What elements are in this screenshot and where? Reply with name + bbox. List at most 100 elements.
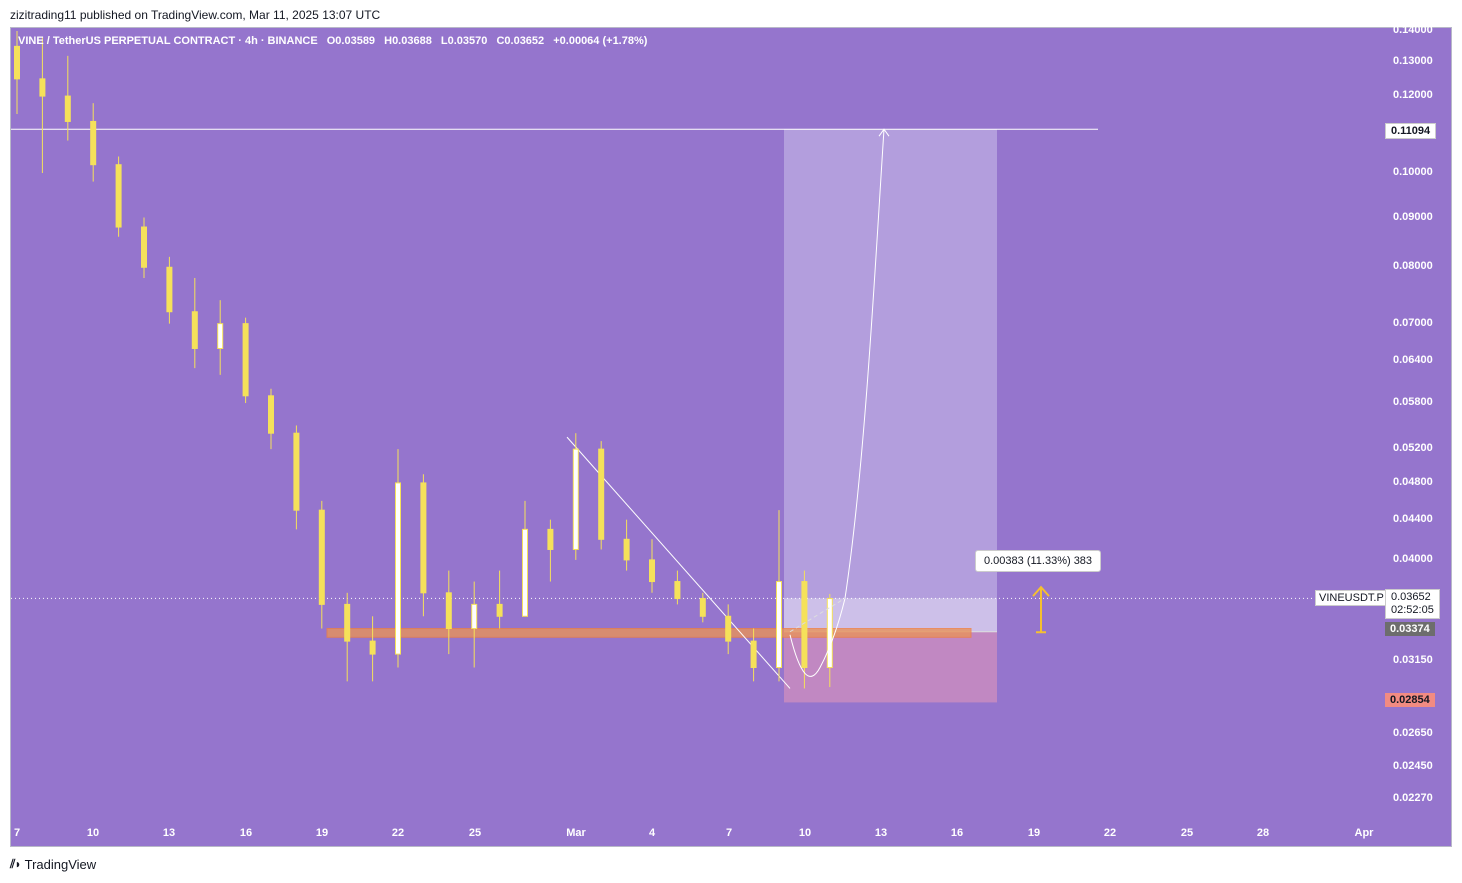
candle-body [395,482,401,655]
legend-high: H0.03688 [384,35,432,47]
candle-body [547,528,554,550]
price-tick-label: 0.02270 [1393,792,1433,805]
plot-area[interactable] [11,28,1381,822]
time-tick-label: Apr [1354,827,1374,839]
stop-zone [784,631,997,703]
target-zone [784,129,997,632]
time-tick-label: 7 [725,827,733,839]
time-tick-label: 22 [1103,827,1117,839]
entry-price-tag: 0.03374 [1385,622,1435,636]
candle-body [141,226,147,268]
legend-symbol[interactable]: VINE / TetherUS PERPETUAL CONTRACT · 4h … [18,35,318,47]
candle-body [725,615,732,642]
time-tick-label: 28 [1256,827,1270,839]
legend-close: C0.03652 [496,35,545,47]
candle-body [801,581,808,669]
time-tick-label: 16 [239,827,253,839]
time-tick-label: 10 [86,827,100,839]
last-price-tag: 0.03652 02:52:05 [1385,589,1440,619]
candle-body [242,323,249,397]
time-tick-label: 10 [798,827,812,839]
time-tick-label: 13 [874,827,888,839]
legend-open: O0.03589 [326,35,376,47]
candle-body [217,323,224,349]
publish-info: zizitrading11 published on TradingView.c… [10,8,381,22]
price-tick-label: 0.04400 [1393,512,1433,525]
candle-body [115,164,122,228]
price-tick-label: 0.10000 [1393,166,1433,179]
candle-body [318,509,325,605]
candle-body [471,603,478,630]
stop-price-tag: 0.02854 [1385,693,1435,707]
candle-body [445,592,452,630]
symbol-legend: VINE / TetherUS PERPETUAL CONTRACT · 4h … [18,35,653,47]
candle-body [750,640,757,669]
projection-arrow-icon [878,128,890,137]
target-price-tag: 0.11094 [1385,123,1437,139]
price-tick-label: 0.03150 [1393,653,1433,666]
candle-body [90,120,97,166]
legend-low: L0.03570 [440,35,488,47]
time-tick-label: Mar [566,827,586,839]
tradingview-logo-icon: ⫽◗ [10,857,22,871]
time-tick-label: 22 [391,827,405,839]
candle-body [14,45,20,80]
candle-body [649,559,655,583]
candle-body [826,598,833,669]
measure-dashed-line [789,597,846,633]
price-tick-label: 0.05200 [1393,442,1433,455]
footer-brand[interactable]: TradingView [24,857,97,872]
time-tick-label: 19 [1027,827,1041,839]
price-tick-label: 0.04800 [1393,475,1433,488]
chart-frame [10,27,1452,847]
price-tick-label: 0.09000 [1393,210,1433,223]
time-tick-label: 25 [1180,827,1194,839]
support-zone [326,628,972,638]
price-tick-label: 0.12000 [1393,89,1433,102]
candle-body [598,448,605,540]
price-tick-label: 0.08000 [1393,260,1433,273]
price-axis[interactable] [1381,28,1451,822]
current-gain-zone [784,598,997,632]
price-tick-label: 0.02650 [1393,726,1433,739]
candle-body [369,640,376,655]
legend-change: +0.00064 (+1.78%) [553,35,648,47]
time-tick-label: 25 [468,827,482,839]
price-tick-label: 0.14000 [1393,24,1433,36]
candle-body [39,78,46,97]
time-tick-label: 19 [315,827,329,839]
candle-body [572,448,579,550]
candle-body [293,432,300,511]
up-arrow-head-icon [1032,585,1050,597]
time-tick-label: 13 [162,827,176,839]
candle-body [623,538,630,561]
bar-countdown: 02:52:05 [1391,604,1434,616]
price-tick-label: 0.05800 [1393,396,1433,409]
candle-body [191,311,198,349]
candle-body [268,395,274,434]
time-tick-label: 4 [648,827,656,839]
price-tick-label: 0.02450 [1393,759,1433,772]
price-tick-label: 0.04000 [1393,552,1433,565]
candle-body [344,603,351,642]
symbol-price-label: VINEUSDT.P [1315,590,1388,606]
candle-body [496,603,503,617]
candle-body [776,581,782,669]
tradingview-footer: ⫽◗ TradingView [10,857,96,872]
price-tick-label: 0.07000 [1393,316,1433,329]
measure-label: 0.00383 (11.33%) 383 [975,550,1102,572]
price-tick-label: 0.06400 [1393,354,1433,367]
candle-body [166,266,173,313]
price-tick-label: 0.13000 [1393,55,1433,68]
candle-body [522,528,528,617]
candle-body [674,581,681,600]
candle-body [64,95,71,122]
time-tick-label: 7 [13,827,21,839]
time-tick-label: 16 [950,827,964,839]
candle-body [699,598,706,617]
projection-path [789,129,885,677]
candle-body [420,482,427,594]
time-axis[interactable] [11,822,1451,846]
last-price-value: 0.03652 [1391,591,1431,603]
